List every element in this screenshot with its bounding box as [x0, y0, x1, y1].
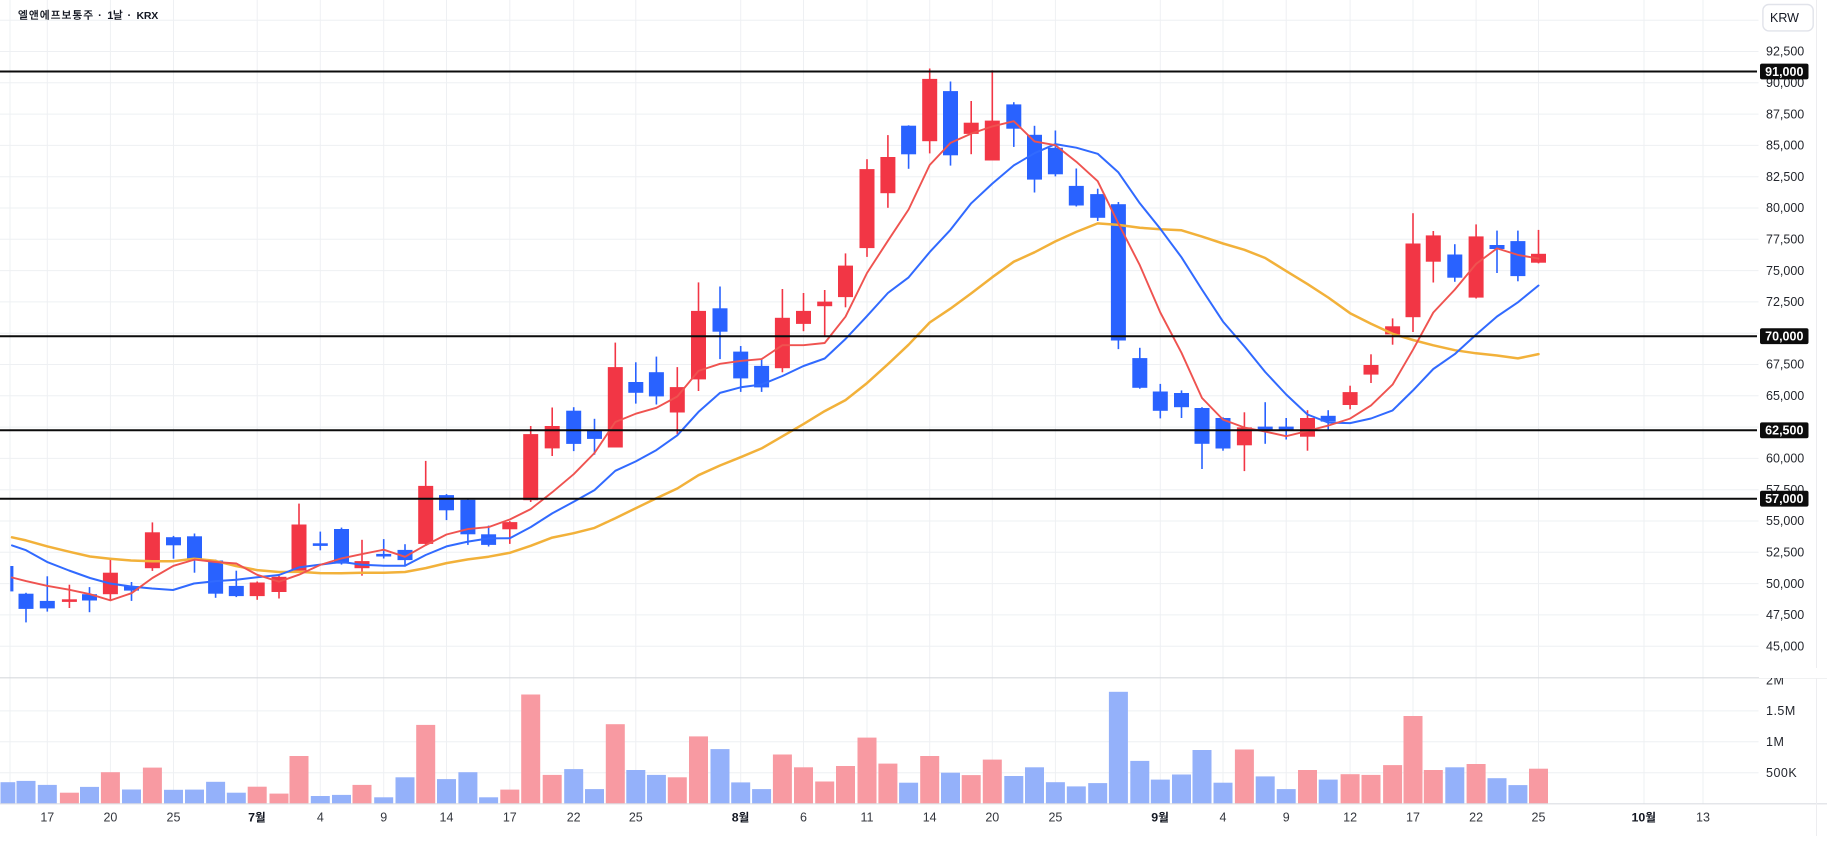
svg-text:17: 17	[40, 811, 54, 825]
svg-text:25: 25	[167, 811, 181, 825]
svg-text:6: 6	[800, 811, 807, 825]
svg-text:45,000: 45,000	[1766, 639, 1804, 653]
svg-text:13: 13	[1696, 811, 1710, 825]
svg-text:KRX: KRX	[137, 10, 159, 22]
svg-text:25: 25	[1532, 811, 1546, 825]
svg-text:62,500: 62,500	[1765, 424, 1803, 438]
svg-text:17: 17	[503, 811, 517, 825]
svg-text:17: 17	[1406, 811, 1420, 825]
svg-text:KRW: KRW	[1770, 11, 1799, 25]
svg-text:4: 4	[317, 811, 324, 825]
svg-text:82,500: 82,500	[1766, 170, 1804, 184]
svg-text:90,000: 90,000	[1766, 76, 1804, 90]
svg-text:25: 25	[629, 811, 643, 825]
svg-text:65,000: 65,000	[1766, 389, 1804, 403]
svg-text:47,500: 47,500	[1766, 608, 1804, 622]
svg-text:85,000: 85,000	[1766, 139, 1804, 153]
svg-text:9: 9	[380, 811, 387, 825]
svg-text:12: 12	[1343, 811, 1357, 825]
svg-text:22: 22	[567, 811, 581, 825]
svg-text:7: 7	[248, 811, 255, 825]
svg-text:25: 25	[1048, 811, 1062, 825]
svg-text:91,000: 91,000	[1765, 65, 1803, 79]
svg-text:·: ·	[127, 10, 131, 22]
svg-text:75,000: 75,000	[1766, 264, 1804, 278]
svg-text:1.5M: 1.5M	[1766, 704, 1796, 718]
svg-text:50,000: 50,000	[1766, 577, 1804, 591]
svg-text:67,500: 67,500	[1766, 358, 1804, 372]
svg-text:4: 4	[1220, 811, 1227, 825]
svg-text:11: 11	[861, 811, 874, 825]
svg-text:14: 14	[440, 811, 454, 825]
svg-text:9: 9	[1283, 811, 1290, 825]
svg-text:500K: 500K	[1766, 766, 1797, 780]
svg-text:9: 9	[1151, 811, 1158, 825]
svg-text:72,500: 72,500	[1766, 295, 1804, 309]
svg-text:55,000: 55,000	[1766, 514, 1804, 528]
svg-text:20: 20	[985, 811, 999, 825]
svg-text:1M: 1M	[1766, 735, 1784, 749]
svg-text:20: 20	[103, 811, 117, 825]
svg-text:77,500: 77,500	[1766, 233, 1804, 247]
svg-text:1: 1	[107, 10, 113, 22]
svg-text:70,000: 70,000	[1765, 330, 1803, 344]
svg-text:22: 22	[1469, 811, 1483, 825]
svg-text:52,500: 52,500	[1766, 546, 1804, 560]
svg-text:·: ·	[98, 10, 102, 22]
svg-text:92,500: 92,500	[1766, 45, 1804, 59]
svg-text:8: 8	[732, 811, 739, 825]
svg-text:87,500: 87,500	[1766, 107, 1804, 121]
svg-text:10: 10	[1632, 811, 1646, 825]
svg-text:14: 14	[923, 811, 937, 825]
svg-text:60,000: 60,000	[1766, 452, 1804, 466]
svg-text:80,000: 80,000	[1766, 201, 1804, 215]
svg-text:57,000: 57,000	[1765, 492, 1803, 506]
